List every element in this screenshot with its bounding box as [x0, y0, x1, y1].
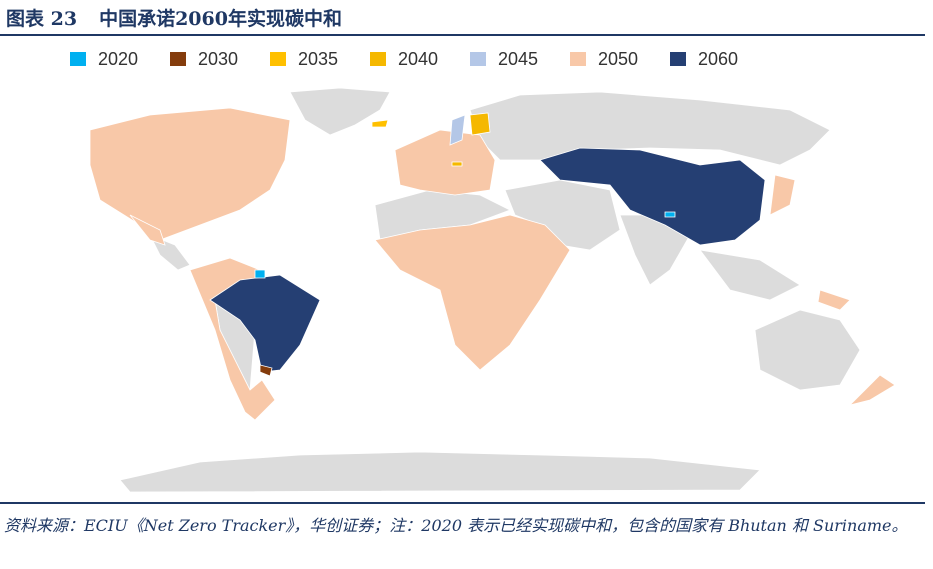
top-rule	[0, 34, 925, 36]
legend-swatch	[170, 52, 186, 66]
se-asia	[699, 249, 801, 301]
legend-swatch	[70, 52, 86, 66]
map: 2020 2030 2035 2040 2045 2050 2060	[70, 49, 896, 493]
source-note: 资料来源：ECIU《Net Zero Tracker》，华创证券；注：2020 …	[4, 516, 908, 535]
bhutan	[664, 211, 676, 218]
papua	[817, 289, 851, 311]
legend-label: 2030	[198, 49, 238, 69]
middle-east	[504, 179, 621, 251]
legend-label: 2035	[298, 49, 338, 69]
figure-title: 中国承诺2060年实现碳中和	[99, 8, 342, 30]
legend-swatch	[270, 52, 286, 66]
suriname	[254, 269, 266, 279]
legend-swatch	[470, 52, 486, 66]
north-america	[89, 107, 291, 241]
africa	[374, 214, 571, 371]
antarctica	[119, 451, 761, 493]
sweden	[449, 114, 466, 146]
legend-swatch	[570, 52, 586, 66]
australia	[754, 309, 861, 391]
finland	[469, 112, 491, 136]
legend-swatch	[670, 52, 686, 66]
legend-swatch	[370, 52, 386, 66]
legend-label: 2060	[698, 49, 738, 69]
mexico	[129, 214, 166, 246]
russia	[469, 91, 831, 166]
header: 图表 23 中国承诺2060年实现碳中和	[6, 4, 342, 31]
legend: 2020 2030 2035 2040 2045 2050 2060	[70, 49, 738, 69]
legend-label: 2040	[398, 49, 438, 69]
japan	[769, 174, 796, 216]
legend-label: 2045	[498, 49, 538, 69]
iceland	[371, 119, 389, 128]
uruguay	[259, 364, 273, 377]
legend-label: 2050	[598, 49, 638, 69]
figure-label: 图表 23	[6, 8, 78, 30]
legend-label: 2020	[98, 49, 138, 69]
bottom-rule	[0, 502, 925, 504]
greenland	[289, 87, 391, 136]
austria	[451, 161, 463, 167]
china	[539, 147, 766, 246]
new-zealand	[848, 374, 896, 406]
europe	[394, 129, 496, 196]
